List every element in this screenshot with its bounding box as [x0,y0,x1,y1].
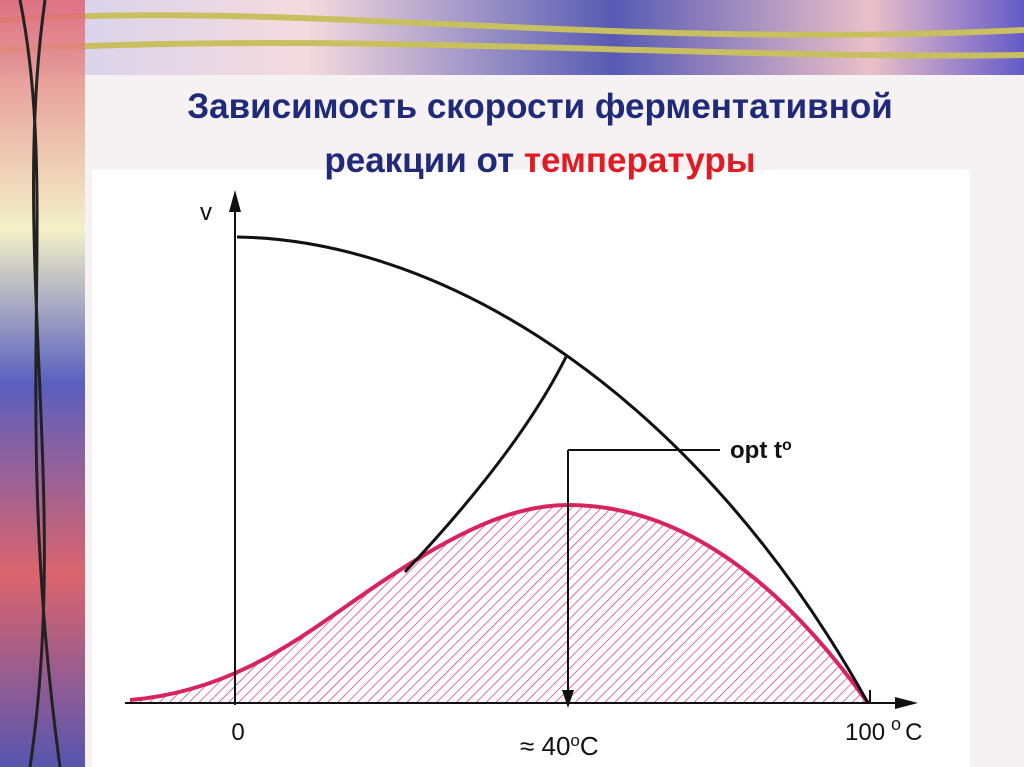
y-arrow [229,190,241,212]
title-line2: реакции от температуры [324,141,755,180]
activity-area [130,505,868,703]
x-end-degree: o [891,714,901,734]
title-prefix: реакции от [324,141,514,180]
activity-curve [129,502,870,705]
title-highlight: температуры [524,141,756,180]
rate-curve [236,235,870,704]
denaturation-curve [403,354,569,574]
x-arrow [895,697,918,709]
approx-value: ≈ 40 [520,731,570,761]
x-end-unit: C [905,719,922,746]
x-end-number: 100 [845,719,885,746]
approx-degree: o [570,731,579,750]
title-line1: Зависимость скорости ферментативной [187,87,893,126]
x-end-label: 100 o C [845,714,922,746]
optimum-text: opt t [730,437,782,464]
left-swirl [18,0,62,767]
approx-unit: C [580,731,599,761]
optimum-arrow [562,690,574,708]
optimum-degree: o [782,437,792,454]
y-label: v [200,199,212,226]
x-start-label: 0 [231,719,244,746]
approx-label: ≈ 40oC [520,731,599,761]
optimum-label: opt to [730,437,792,464]
top-decoration [0,0,1024,75]
top-swirl [0,12,1024,59]
